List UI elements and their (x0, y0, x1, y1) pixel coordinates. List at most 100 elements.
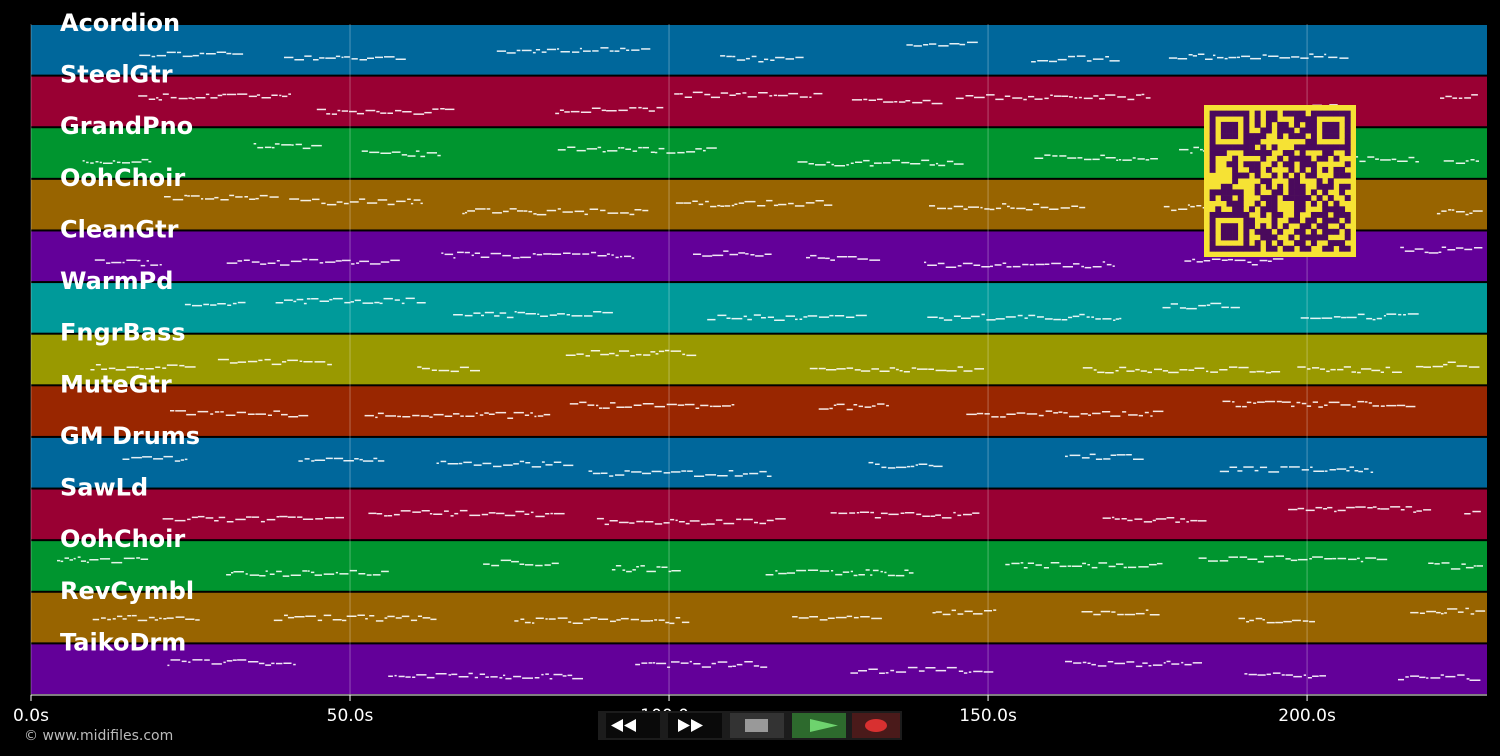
note (437, 154, 441, 157)
qr-module (1344, 110, 1351, 117)
qr-module (1254, 138, 1261, 145)
note (397, 415, 401, 418)
note (788, 202, 794, 205)
qr-module (1243, 127, 1250, 134)
note (1219, 470, 1229, 473)
note (458, 676, 469, 678)
note (652, 662, 656, 664)
qr-module (1237, 110, 1244, 117)
note (796, 569, 807, 572)
note (1020, 562, 1024, 564)
note (974, 96, 985, 99)
note (524, 513, 530, 515)
note (545, 618, 548, 620)
note (1028, 314, 1036, 317)
note (1253, 402, 1257, 404)
note (237, 93, 248, 95)
note (271, 662, 275, 665)
note (620, 255, 623, 258)
note (293, 663, 296, 666)
note (957, 613, 964, 615)
note (1084, 266, 1092, 269)
note (387, 515, 393, 517)
note (925, 667, 936, 669)
note (251, 516, 260, 518)
note (412, 676, 416, 678)
note (1126, 661, 1135, 663)
note (217, 94, 223, 97)
note (214, 411, 220, 413)
note (376, 110, 380, 113)
note (709, 405, 713, 408)
note (1002, 262, 1007, 264)
note (913, 45, 922, 47)
note (1100, 610, 1111, 613)
qr-module (1209, 150, 1216, 156)
note (302, 147, 311, 150)
qr-module (1237, 195, 1244, 201)
note (1408, 156, 1415, 159)
note (631, 257, 635, 259)
note (289, 198, 300, 200)
note (1476, 565, 1483, 567)
note (876, 98, 883, 101)
note (1221, 259, 1228, 261)
qr-module (1271, 116, 1278, 123)
note (1472, 210, 1483, 212)
note (593, 311, 602, 313)
note (720, 55, 726, 57)
note (1092, 266, 1102, 268)
note (1050, 562, 1060, 564)
note (1458, 97, 1463, 99)
qr-module (1265, 200, 1272, 207)
forward-button[interactable] (668, 713, 722, 738)
note (122, 618, 127, 620)
note (819, 570, 830, 572)
note (918, 463, 928, 465)
stop-button[interactable] (730, 713, 784, 738)
track-band (31, 592, 1487, 643)
note (851, 99, 862, 101)
note (375, 416, 378, 419)
qr-module (1333, 110, 1340, 117)
note (1456, 211, 1465, 213)
note (473, 464, 482, 466)
note (282, 575, 290, 577)
note (163, 618, 167, 620)
note (1145, 159, 1150, 161)
record-button[interactable] (852, 713, 900, 738)
note (927, 264, 937, 266)
note (1045, 410, 1053, 412)
qr-module (1220, 121, 1227, 128)
qr-module (1327, 206, 1334, 213)
note (335, 516, 344, 519)
note (1372, 318, 1376, 321)
note (869, 165, 874, 167)
qr-module (1277, 211, 1284, 218)
note (557, 48, 560, 50)
qr-module (1316, 178, 1323, 185)
note (1049, 60, 1057, 63)
note (809, 96, 812, 98)
qr-module (1299, 189, 1306, 196)
note (475, 208, 486, 210)
note (818, 408, 829, 410)
note (433, 513, 443, 515)
note (231, 572, 234, 574)
note (777, 94, 788, 97)
qr-module (1249, 144, 1255, 151)
note (416, 302, 426, 304)
note (199, 52, 205, 55)
note (1092, 58, 1104, 60)
note (946, 666, 957, 669)
rewind-button[interactable] (606, 713, 660, 738)
note (205, 517, 214, 519)
play-button[interactable] (792, 713, 846, 738)
note (271, 94, 278, 96)
note (280, 264, 290, 266)
qr-module (1327, 228, 1334, 235)
note (1307, 368, 1311, 370)
note (563, 464, 574, 467)
qr-module (1271, 245, 1278, 252)
note (1163, 205, 1170, 208)
